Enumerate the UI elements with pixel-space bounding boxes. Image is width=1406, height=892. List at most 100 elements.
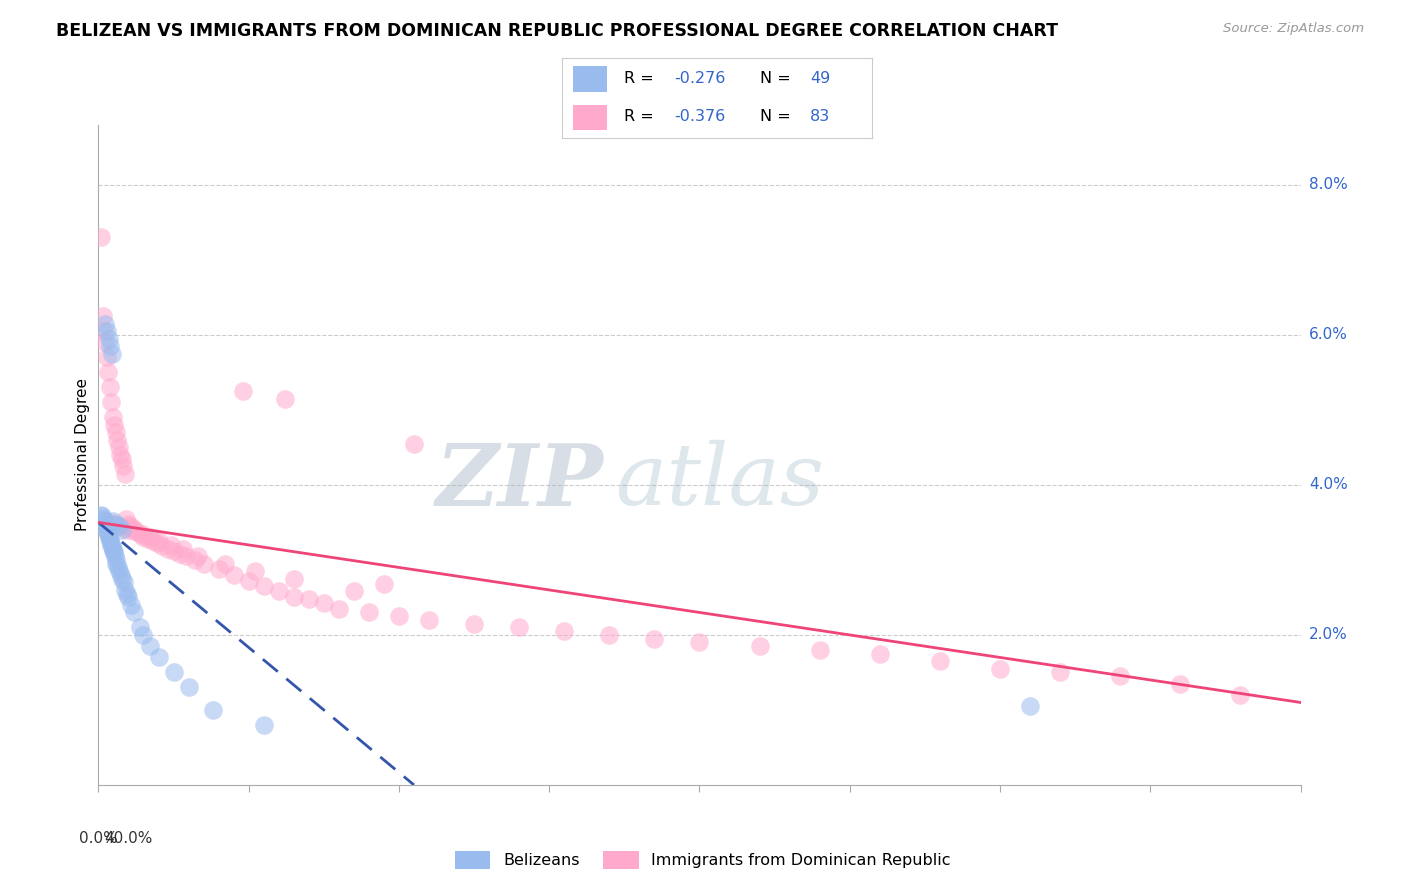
FancyBboxPatch shape [574, 104, 607, 130]
Point [100, 339, 122, 353]
Point [100, 538, 122, 552]
Point [222, 568, 245, 582]
Point [121, 598, 143, 612]
Text: N =: N = [761, 109, 796, 124]
Point [97, 366, 120, 380]
Point [91, 509, 114, 524]
Point [598, 628, 620, 642]
Point [103, 417, 125, 432]
Point [108, 448, 131, 462]
Point [208, 562, 231, 576]
Point [98, 380, 121, 394]
Point [103, 545, 125, 559]
Point [96, 523, 118, 537]
Point [93, 324, 115, 338]
Point [1109, 669, 1132, 683]
Point [108, 564, 131, 578]
Point [103, 544, 125, 558]
Point [156, 541, 179, 556]
Point [91, 309, 114, 323]
Point [553, 624, 575, 639]
Point [177, 681, 200, 695]
Point [105, 516, 128, 531]
Point [274, 392, 297, 406]
Point [94, 335, 117, 350]
Point [357, 606, 380, 620]
Point [402, 436, 425, 450]
Point [929, 654, 952, 668]
Point [117, 523, 139, 537]
Point [132, 530, 155, 544]
Point [201, 703, 224, 717]
Text: ZIP: ZIP [436, 440, 603, 523]
Point [298, 591, 321, 606]
Point [129, 620, 152, 634]
Point [122, 521, 145, 535]
Point [214, 557, 236, 571]
Point [124, 524, 146, 539]
Point [97, 526, 120, 541]
Legend: Belizeans, Immigrants from Dominican Republic: Belizeans, Immigrants from Dominican Rep… [449, 845, 957, 875]
Point [172, 541, 194, 556]
Point [328, 601, 350, 615]
Point [124, 606, 146, 620]
Point [118, 519, 141, 533]
Point [112, 521, 135, 535]
Point [96, 351, 118, 365]
Point [114, 582, 136, 597]
Point [100, 534, 122, 549]
Text: 4.0%: 4.0% [1309, 477, 1347, 492]
Point [169, 547, 191, 561]
Point [343, 584, 366, 599]
Text: -0.376: -0.376 [673, 109, 725, 124]
Point [108, 519, 131, 533]
Point [115, 587, 138, 601]
Point [97, 516, 120, 530]
Point [136, 532, 159, 546]
Point [100, 395, 122, 409]
Point [150, 540, 173, 554]
Point [688, 635, 710, 649]
Point [253, 718, 276, 732]
Point [388, 609, 411, 624]
Point [232, 384, 254, 399]
Point [162, 544, 184, 558]
Text: atlas: atlas [616, 440, 824, 523]
Point [148, 650, 170, 665]
Point [101, 541, 124, 556]
Point [138, 530, 160, 544]
Point [869, 647, 891, 661]
Point [111, 523, 134, 537]
Point [114, 467, 136, 481]
Point [105, 557, 128, 571]
Point [94, 317, 117, 331]
Point [643, 632, 665, 646]
Point [104, 553, 127, 567]
Point [508, 620, 530, 634]
Point [115, 511, 138, 525]
Point [174, 549, 197, 564]
Text: -0.276: -0.276 [673, 71, 725, 87]
Point [112, 575, 135, 590]
Point [94, 519, 117, 533]
Point [96, 324, 118, 338]
Point [93, 514, 115, 528]
Point [111, 451, 134, 466]
Text: 83: 83 [810, 109, 830, 124]
Text: 6.0%: 6.0% [1309, 327, 1348, 343]
Point [104, 425, 127, 440]
Point [267, 584, 290, 599]
Point [110, 568, 132, 582]
Point [105, 433, 128, 447]
Point [90, 508, 112, 522]
Text: 40.0%: 40.0% [104, 831, 153, 847]
Point [138, 639, 160, 653]
Text: R =: R = [624, 71, 659, 87]
Point [96, 524, 118, 539]
Point [283, 572, 305, 586]
FancyBboxPatch shape [574, 66, 607, 92]
Point [1019, 699, 1042, 714]
Point [146, 536, 169, 550]
Point [132, 628, 155, 642]
Point [1049, 665, 1071, 680]
